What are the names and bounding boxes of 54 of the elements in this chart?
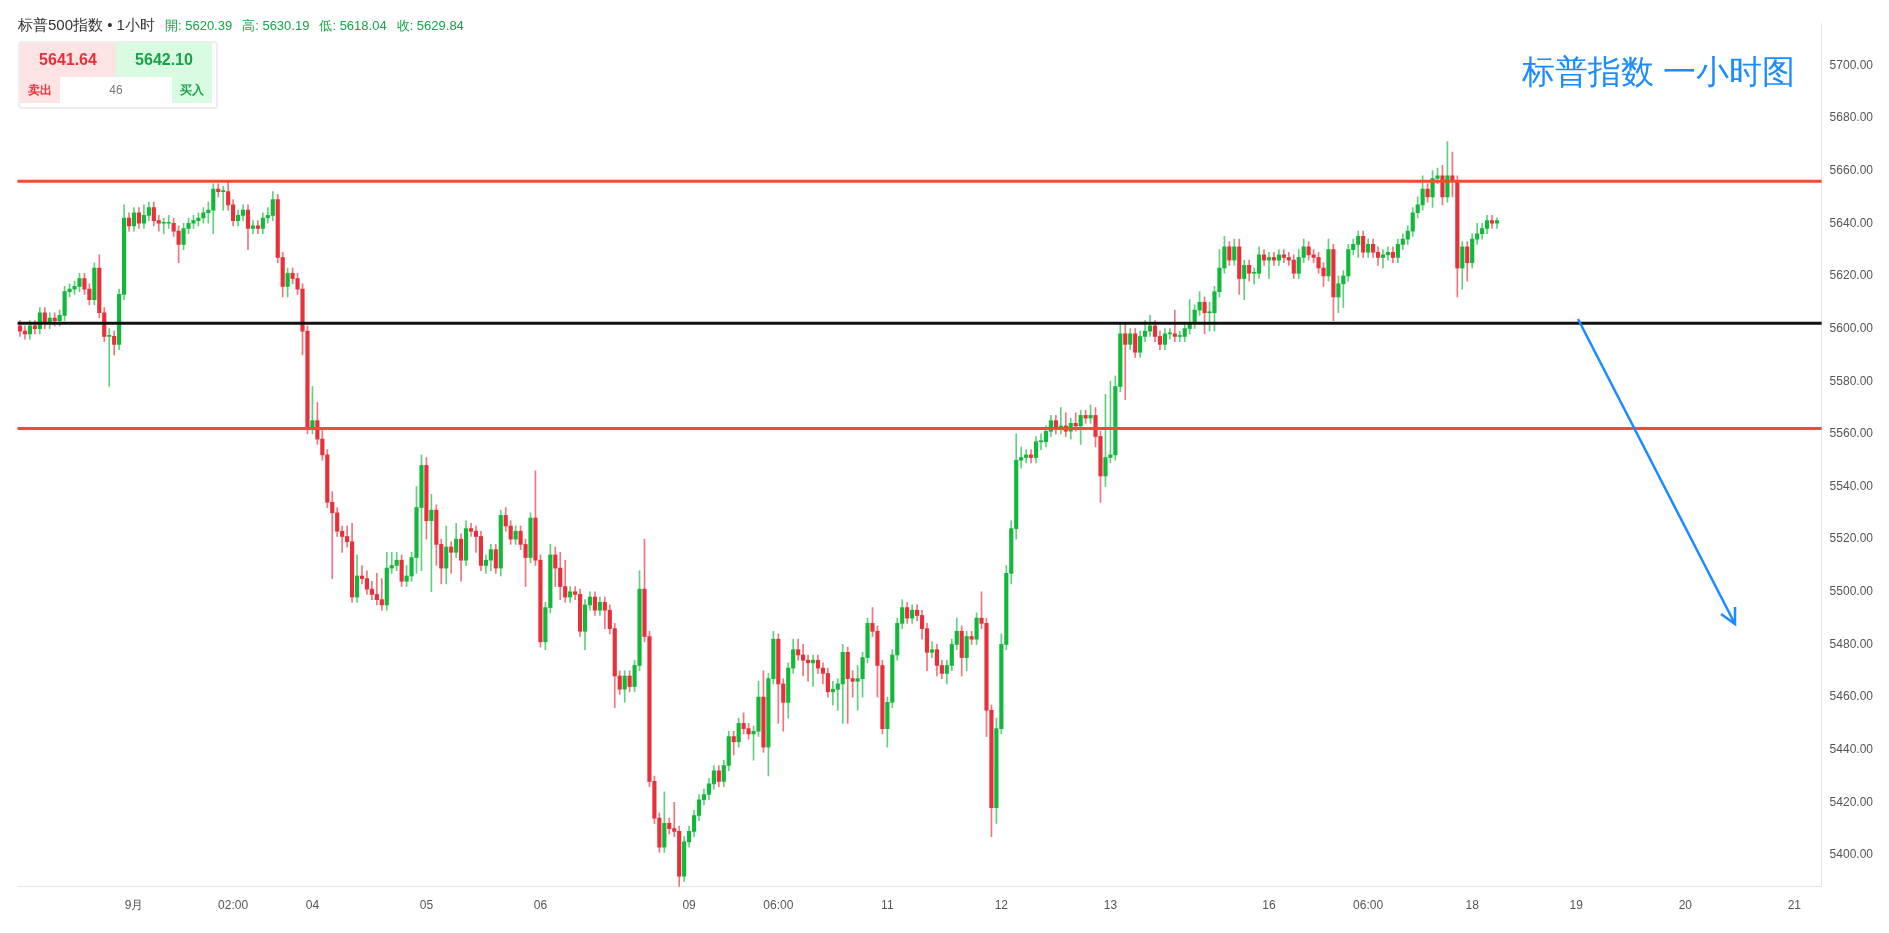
x-tick-label: 9月	[124, 898, 144, 913]
candlestick	[929, 641, 935, 658]
candlestick	[1172, 309, 1177, 343]
x-tick-label: 21	[1787, 898, 1802, 913]
annotation: 5641.64	[20, 43, 116, 77]
candlestick	[731, 730, 736, 756]
y-tick-label: 5620.00	[1829, 268, 1874, 283]
x-tick-label: 02:00	[218, 898, 249, 913]
annotation: 高: 5630.19	[242, 17, 310, 35]
y-tick-label: 5480.00	[1829, 636, 1874, 651]
x-tick-label: 13	[1103, 898, 1118, 913]
x-tick-label: 11	[881, 898, 894, 913]
x-tick-label: 20	[1678, 898, 1693, 913]
x-tick-label: 05	[419, 898, 434, 913]
y-tick-label: 5660.00	[1829, 162, 1874, 177]
candlestick	[449, 541, 454, 574]
x-tick-label: 06:00	[1353, 898, 1384, 913]
annotation: 收: 5629.84	[396, 17, 464, 35]
y-tick-label: 5700.00	[1829, 57, 1874, 72]
x-tick-label: 09	[682, 898, 697, 913]
candlestick	[835, 678, 840, 711]
annotation: 開: 5620.39	[164, 17, 233, 35]
y-tick-label: 5680.00	[1829, 110, 1874, 125]
y-tick-label: 5560.00	[1829, 426, 1874, 441]
y-tick-label: 5400.00	[1829, 847, 1874, 862]
candlestick	[1123, 322, 1128, 400]
annotation: 5642.10	[116, 43, 212, 77]
x-tick-label: 04	[305, 898, 320, 913]
x-tick-label: 06	[533, 898, 548, 913]
x-tick-label: 18	[1465, 898, 1480, 913]
y-tick-label: 5640.00	[1829, 215, 1874, 230]
y-tick-label: 5580.00	[1829, 373, 1874, 388]
y-tick-label: 5540.00	[1829, 478, 1874, 493]
annotation: 卖出	[20, 77, 60, 103]
annotation: 买入	[172, 77, 212, 103]
chart-subtitle: 标普500指数 • 1小时	[18, 16, 155, 35]
y-tick-label: 5600.00	[1829, 320, 1874, 335]
candlestick	[166, 215, 171, 229]
annotation: 低: 5618.04	[319, 17, 387, 35]
y-tick-label: 5460.00	[1829, 689, 1874, 704]
candlestick	[379, 578, 384, 611]
annotation: 46	[108, 82, 124, 99]
candlestick	[801, 644, 806, 677]
x-tick-label: 12	[994, 898, 1009, 913]
candlestick	[221, 186, 226, 211]
y-tick-label: 5500.00	[1829, 584, 1874, 599]
x-tick-label: 19	[1569, 898, 1584, 913]
x-tick-label: 16	[1262, 898, 1276, 913]
y-tick-label: 5440.00	[1829, 742, 1874, 757]
x-tick-label: 06:00	[763, 898, 794, 913]
y-tick-label: 5420.00	[1829, 794, 1874, 809]
y-tick-label: 5520.00	[1829, 531, 1874, 546]
candlestick	[107, 328, 112, 387]
text: 标普指数 一小时图	[1521, 52, 1795, 92]
